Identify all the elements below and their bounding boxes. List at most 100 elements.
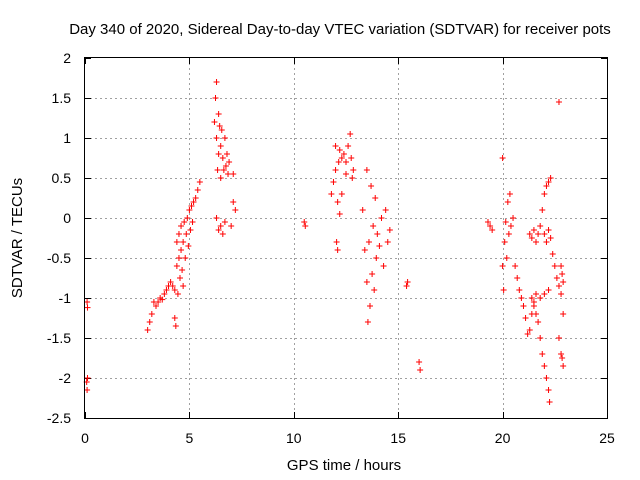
data-point — [558, 351, 565, 357]
data-point — [219, 231, 226, 237]
data-point — [535, 319, 542, 325]
data-point — [504, 199, 511, 205]
data-point — [382, 207, 389, 213]
data-point — [186, 207, 193, 213]
data-point — [558, 291, 565, 297]
data-point — [373, 255, 380, 261]
data-point — [301, 219, 308, 225]
data-point — [347, 131, 354, 137]
y-tick-label: 1.5 — [52, 90, 72, 106]
data-point — [558, 263, 565, 269]
data-point — [172, 323, 179, 329]
data-point — [547, 235, 554, 241]
data-point — [386, 227, 393, 233]
data-point — [368, 183, 375, 189]
data-point — [364, 319, 371, 325]
data-point — [183, 231, 190, 237]
data-point — [178, 223, 185, 229]
data-point — [539, 207, 546, 213]
data-point — [543, 375, 550, 381]
data-point — [514, 275, 521, 281]
data-point — [340, 151, 347, 157]
data-point — [543, 183, 550, 189]
data-point — [559, 355, 566, 361]
data-point — [369, 271, 376, 277]
data-point — [502, 219, 509, 225]
data-point — [167, 279, 174, 285]
data-point — [230, 171, 237, 177]
data-point — [501, 239, 508, 245]
grid-lines — [85, 58, 607, 418]
data-point — [218, 127, 225, 133]
data-point — [148, 311, 155, 317]
y-tick-label: -2 — [59, 370, 72, 386]
data-point — [506, 191, 513, 197]
data-point — [541, 363, 548, 369]
data-point — [371, 287, 378, 293]
data-point — [555, 283, 562, 289]
data-point — [332, 167, 339, 173]
data-point — [500, 287, 507, 293]
data-point — [152, 303, 159, 309]
data-point — [336, 211, 343, 217]
data-point — [359, 207, 366, 213]
data-point — [372, 195, 379, 201]
data-point — [217, 143, 224, 149]
data-point — [211, 119, 218, 125]
data-point — [215, 151, 222, 157]
x-tick-label: 25 — [599, 430, 615, 446]
data-point — [213, 79, 220, 85]
data-point — [332, 143, 339, 149]
data-point — [528, 295, 535, 301]
data-point — [547, 175, 554, 181]
data-point — [537, 295, 544, 301]
data-point — [555, 335, 562, 341]
data-point — [163, 287, 170, 293]
data-point — [528, 235, 535, 241]
data-point — [363, 167, 370, 173]
data-point — [221, 219, 228, 225]
data-point — [217, 223, 224, 229]
data-point — [213, 135, 220, 141]
data-point — [533, 311, 540, 317]
y-tick-label: -1 — [59, 290, 72, 306]
data-point — [380, 263, 387, 269]
data-point — [188, 203, 195, 209]
data-point — [560, 363, 567, 369]
data-point — [84, 375, 91, 381]
data-point — [533, 239, 540, 245]
data-point — [553, 275, 560, 281]
data-point — [217, 175, 224, 181]
data-point — [155, 299, 162, 305]
data-point — [499, 263, 506, 269]
data-point — [144, 327, 151, 333]
data-point — [545, 287, 552, 293]
data-points — [83, 79, 567, 405]
data-point — [84, 304, 91, 311]
data-point — [175, 255, 182, 261]
data-point — [232, 207, 239, 213]
data-point — [522, 315, 529, 321]
data-point — [222, 163, 229, 169]
data-point — [530, 303, 537, 309]
data-point — [180, 239, 187, 245]
data-point — [161, 291, 168, 297]
data-point — [179, 267, 186, 273]
data-point — [520, 303, 527, 309]
data-point — [345, 143, 352, 149]
data-point — [335, 159, 342, 165]
data-point — [228, 223, 235, 229]
data-point — [348, 155, 355, 161]
data-point — [487, 223, 494, 229]
data-point — [404, 279, 411, 285]
data-point — [539, 351, 546, 357]
data-point — [221, 135, 228, 141]
data-point — [378, 215, 385, 221]
data-point — [302, 223, 309, 229]
data-point — [189, 219, 196, 225]
data-point — [216, 123, 223, 129]
data-point — [524, 331, 531, 337]
x-tick-label: 15 — [390, 430, 406, 446]
data-point — [220, 167, 227, 173]
